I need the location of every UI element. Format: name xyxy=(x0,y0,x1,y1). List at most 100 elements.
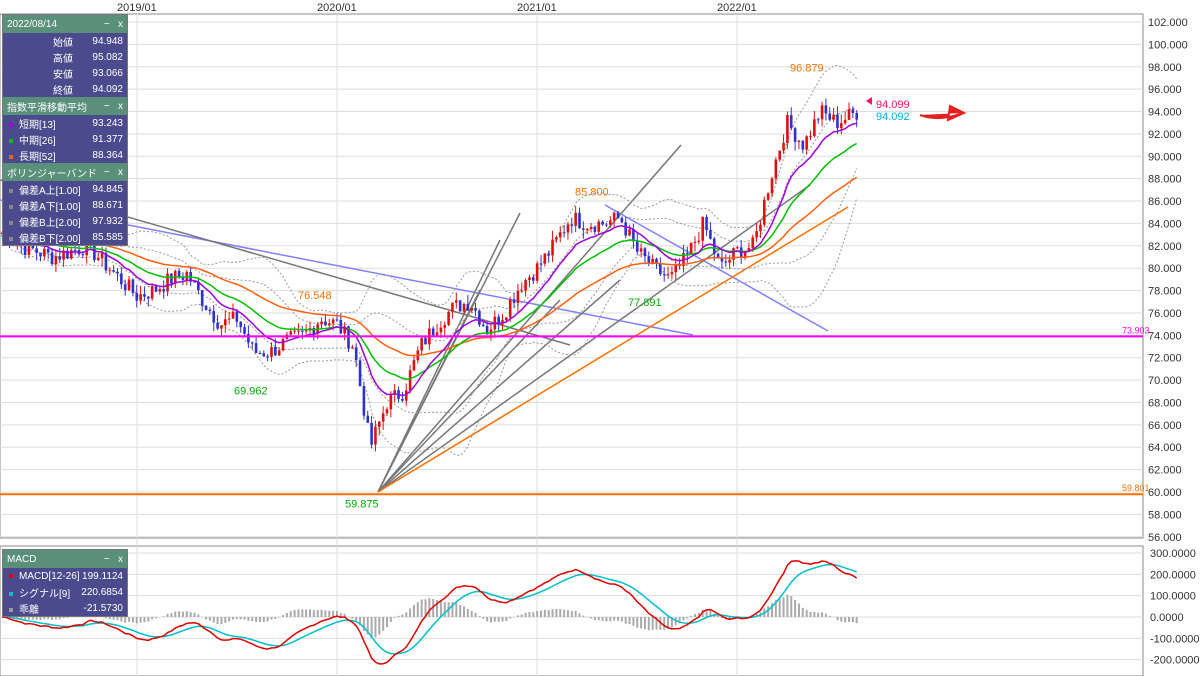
macd-histogram-bar xyxy=(617,617,619,621)
macd-histogram-bar xyxy=(112,617,115,620)
macd-histogram-bar xyxy=(212,617,215,623)
candle xyxy=(816,119,820,121)
candle xyxy=(601,221,604,225)
macd-histogram-bar xyxy=(851,617,854,623)
row-value: 199.1124 xyxy=(82,570,123,582)
candle xyxy=(458,300,462,312)
price-marker-icon xyxy=(866,97,872,105)
candle xyxy=(659,263,662,275)
candle xyxy=(786,115,789,143)
y-tick-label: 68.000 xyxy=(1148,397,1182,409)
close-button[interactable]: x xyxy=(118,166,123,178)
candle xyxy=(150,286,154,299)
macd-histogram-bar xyxy=(840,617,843,622)
minimize-button[interactable]: − xyxy=(103,166,110,178)
close-button[interactable]: x xyxy=(118,18,123,30)
candle xyxy=(381,413,385,422)
macd-histogram-bar xyxy=(516,615,519,617)
macd-histogram-bar xyxy=(817,612,820,617)
candle xyxy=(670,272,674,275)
candle xyxy=(289,331,293,335)
candle xyxy=(470,308,473,311)
macd-histogram-bar xyxy=(339,613,342,617)
macd-histogram-bar xyxy=(51,617,54,620)
minimize-button[interactable]: − xyxy=(103,18,110,30)
candle xyxy=(620,218,624,223)
macd-histogram-bar xyxy=(424,599,427,617)
macd-histogram-bar xyxy=(755,613,758,617)
macd-histogram-bar xyxy=(428,598,431,617)
legend-dot-icon xyxy=(9,122,13,127)
candle xyxy=(301,330,304,332)
macd-histogram-bar xyxy=(844,617,847,623)
close-button[interactable]: x xyxy=(118,553,123,565)
minimize-button[interactable]: − xyxy=(103,100,110,112)
candle xyxy=(716,253,720,258)
candle xyxy=(73,249,77,251)
candle xyxy=(451,302,454,312)
candle xyxy=(412,360,416,371)
macd-row: MACD[12-26] 199.1124 xyxy=(3,568,127,584)
macd-histogram-bar xyxy=(790,596,793,617)
legend-dot-icon xyxy=(9,188,13,193)
macd-histogram-bar xyxy=(805,609,808,617)
candle xyxy=(759,224,762,232)
candle xyxy=(778,150,781,160)
signal-line xyxy=(1,563,857,655)
row-value: 93.243 xyxy=(92,117,123,129)
macd-histogram-bar xyxy=(305,609,308,617)
macd-histogram-bar xyxy=(643,617,646,630)
candle xyxy=(212,311,216,323)
macd-histogram-bar xyxy=(782,597,785,617)
macd-histogram-bar xyxy=(678,617,681,624)
macd-histogram-bar xyxy=(655,617,658,630)
candle xyxy=(524,280,527,291)
candle xyxy=(447,311,450,325)
candle xyxy=(366,415,370,423)
row-label: 偏差A下[1.00] xyxy=(19,201,81,213)
candle xyxy=(193,281,196,283)
candle xyxy=(832,114,835,120)
candle xyxy=(143,294,146,297)
candle xyxy=(247,333,250,343)
ema-title: 指数平滑移動平均 xyxy=(7,102,87,114)
candle xyxy=(605,224,608,226)
candle xyxy=(635,241,639,252)
candle xyxy=(647,256,651,265)
macd-histogram-bar xyxy=(532,612,535,617)
candle xyxy=(343,326,346,334)
row-value: 93.066 xyxy=(92,67,123,79)
candle xyxy=(782,142,785,151)
macd-histogram-bar xyxy=(794,599,797,617)
y-tick-label: 94.000 xyxy=(1148,107,1182,119)
last-price-label: 94.099 xyxy=(876,99,910,111)
candle xyxy=(104,252,108,271)
macd-histogram-bar xyxy=(289,611,292,617)
macd-histogram-bar xyxy=(374,617,377,638)
candle xyxy=(270,346,273,357)
macd-histogram-bar xyxy=(647,617,650,631)
macd-histogram-bar xyxy=(128,617,131,622)
candle xyxy=(27,241,31,255)
y-tick-label: 84.000 xyxy=(1148,218,1182,230)
macd-histogram-bar xyxy=(235,617,238,620)
macd-histogram-bar xyxy=(135,617,138,624)
macd-histogram-bar xyxy=(501,617,504,622)
macd-histogram-bar xyxy=(705,609,708,617)
candle xyxy=(582,228,585,230)
minimize-button[interactable]: − xyxy=(103,553,110,565)
macd-histogram-bar xyxy=(636,617,639,628)
macd-histogram-bar xyxy=(124,617,127,623)
macd-histogram-bar xyxy=(771,603,773,617)
candle xyxy=(547,253,550,256)
macd-histogram-bar xyxy=(451,602,454,617)
row-label: 偏差B上[2.00] xyxy=(19,217,81,229)
close-button[interactable]: x xyxy=(118,100,123,112)
macd-histogram-bar xyxy=(370,617,373,639)
candle xyxy=(96,258,100,261)
candle xyxy=(562,232,566,234)
candle xyxy=(651,258,654,265)
y-tick-label: 66.000 xyxy=(1148,420,1182,432)
macd-histogram-bar xyxy=(824,613,827,617)
